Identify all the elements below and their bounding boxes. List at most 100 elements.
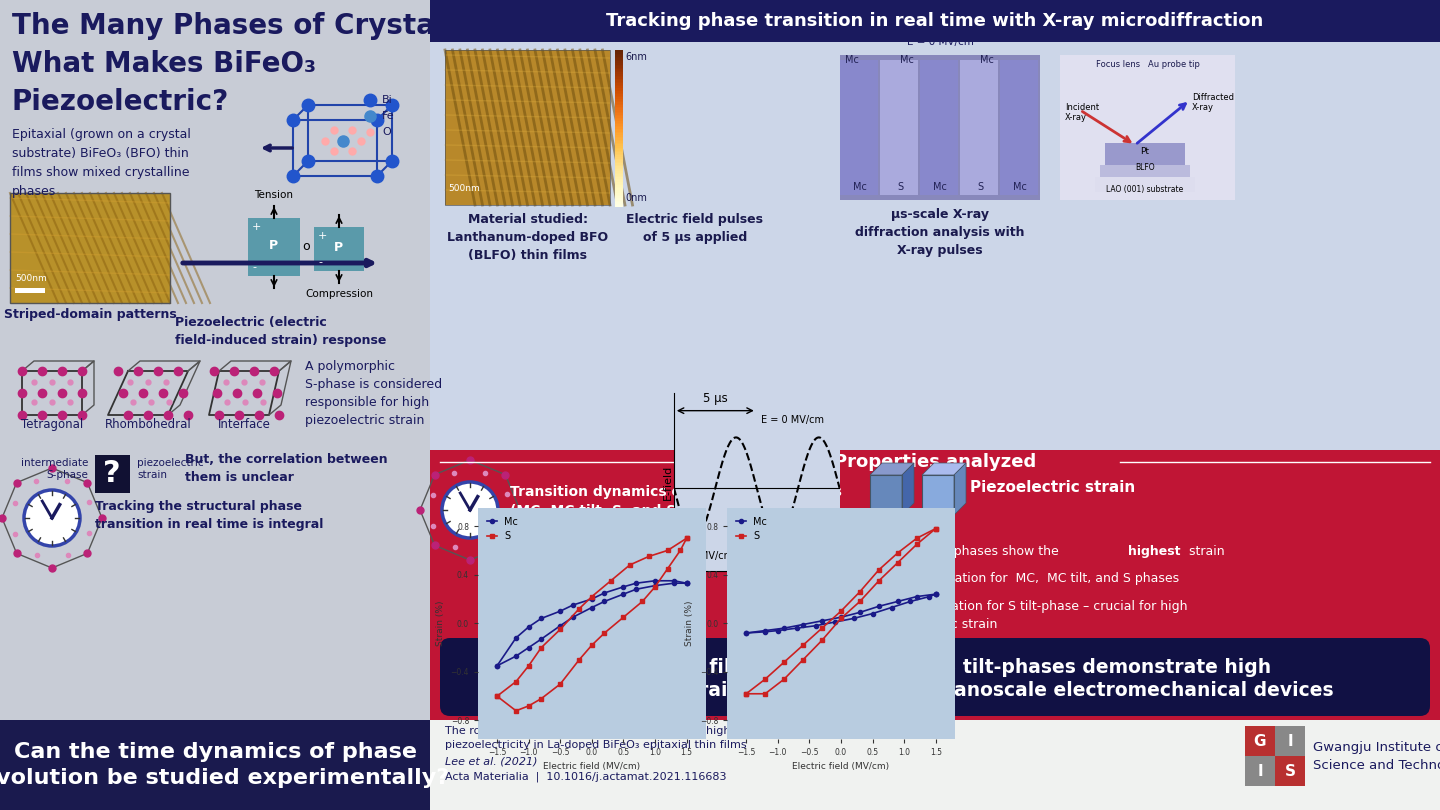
- Polygon shape: [870, 463, 914, 475]
- Bar: [840, 60, 878, 195]
- S: [927, 524, 945, 534]
- Bar: [445, 50, 611, 205]
- Circle shape: [442, 482, 498, 538]
- Text: Pt: Pt: [1140, 147, 1149, 156]
- Mc: [533, 634, 550, 644]
- Text: +: +: [252, 222, 262, 232]
- Bar: [615, 153, 624, 156]
- Text: Piezoelectric (electric
field-induced strain) response: Piezoelectric (electric field-induced st…: [176, 316, 386, 347]
- S: [583, 591, 600, 601]
- Bar: [10, 193, 170, 303]
- Mc: [507, 651, 524, 661]
- Bar: [999, 60, 1038, 195]
- Mc: [806, 620, 824, 630]
- Bar: [314, 227, 364, 271]
- Bar: [615, 59, 624, 62]
- S: [488, 692, 505, 701]
- Bar: [615, 83, 624, 85]
- Text: 6nm: 6nm: [625, 52, 647, 62]
- Text: Mc: Mc: [900, 55, 914, 65]
- Mc: [845, 614, 863, 624]
- Bar: [880, 60, 919, 195]
- Text: μs-scale X-ray
diffraction analysis with
X-ray pulses: μs-scale X-ray diffraction analysis with…: [855, 208, 1025, 257]
- Bar: [615, 181, 624, 184]
- Text: I: I: [1257, 764, 1263, 778]
- S: [570, 604, 588, 614]
- Bar: [615, 186, 624, 188]
- Polygon shape: [922, 463, 966, 475]
- Text: Mc: Mc: [1014, 182, 1027, 192]
- S: [533, 643, 550, 653]
- Bar: [615, 79, 624, 82]
- Bar: [615, 121, 624, 122]
- S: [890, 548, 907, 558]
- Bar: [615, 175, 624, 177]
- Mc: [883, 603, 900, 612]
- Bar: [0, 720, 431, 810]
- S: [639, 552, 657, 561]
- Bar: [922, 475, 953, 515]
- Bar: [615, 133, 624, 135]
- Bar: [870, 475, 901, 515]
- Text: highest: highest: [1128, 545, 1181, 558]
- Bar: [431, 720, 1440, 810]
- Mc: [737, 629, 755, 638]
- Bar: [615, 128, 624, 130]
- Text: But, the correlation between
them is unclear: But, the correlation between them is unc…: [184, 453, 387, 484]
- Bar: [615, 69, 624, 70]
- Bar: [615, 89, 624, 92]
- Bar: [615, 111, 624, 113]
- Bar: [95, 455, 130, 493]
- Bar: [615, 104, 624, 107]
- Text: -: -: [318, 257, 323, 267]
- Bar: [615, 74, 624, 75]
- S: [756, 674, 773, 684]
- Text: Properties analyzed: Properties analyzed: [834, 453, 1037, 471]
- Mc: [596, 596, 613, 606]
- S: [795, 640, 812, 650]
- X-axis label: Electric field (MV/cm): Electric field (MV/cm): [543, 762, 641, 771]
- Bar: [615, 81, 624, 83]
- Bar: [615, 164, 624, 166]
- Line: S: S: [744, 526, 937, 696]
- Circle shape: [24, 490, 81, 546]
- Bar: [615, 168, 624, 169]
- Text: o: o: [302, 241, 310, 254]
- Text: 500nm: 500nm: [14, 274, 46, 283]
- Text: Diffracted
X-ray: Diffracted X-ray: [1192, 93, 1234, 113]
- Text: Mc: Mc: [845, 55, 858, 65]
- Text: Piezoelectric strain: Piezoelectric strain: [971, 480, 1135, 495]
- Bar: [615, 126, 624, 127]
- Bar: [615, 147, 624, 149]
- Bar: [431, 0, 1440, 42]
- S: [832, 606, 850, 616]
- Text: Tetragonal: Tetragonal: [20, 418, 84, 431]
- Mc: [678, 578, 696, 588]
- Bar: [1100, 165, 1189, 177]
- Line: Mc: Mc: [495, 581, 688, 668]
- S: [507, 677, 524, 687]
- S: [776, 658, 793, 667]
- Text: -1.1 MV/cm: -1.1 MV/cm: [678, 551, 733, 561]
- Bar: [615, 50, 624, 52]
- Text: P: P: [334, 241, 343, 254]
- Bar: [615, 172, 624, 174]
- Text: Focus lens   Au probe tip: Focus lens Au probe tip: [1096, 60, 1200, 69]
- Text: •: •: [870, 600, 881, 613]
- Text: Lee et al. (2021): Lee et al. (2021): [445, 757, 537, 767]
- FancyBboxPatch shape: [441, 638, 1430, 716]
- Bar: [615, 113, 624, 115]
- Bar: [615, 91, 624, 93]
- Bar: [615, 198, 624, 201]
- Polygon shape: [901, 463, 914, 515]
- Bar: [615, 193, 624, 194]
- Text: Compression: Compression: [305, 289, 373, 299]
- Bar: [615, 99, 624, 100]
- Mc: [628, 585, 645, 595]
- Bar: [615, 55, 624, 57]
- Line: Mc: Mc: [744, 592, 937, 635]
- Bar: [615, 203, 624, 206]
- Bar: [615, 87, 624, 90]
- Mc: [665, 578, 683, 588]
- Text: Material studied:
Lanthanum-doped BFO
(BLFO) thin films: Material studied: Lanthanum-doped BFO (B…: [446, 213, 608, 262]
